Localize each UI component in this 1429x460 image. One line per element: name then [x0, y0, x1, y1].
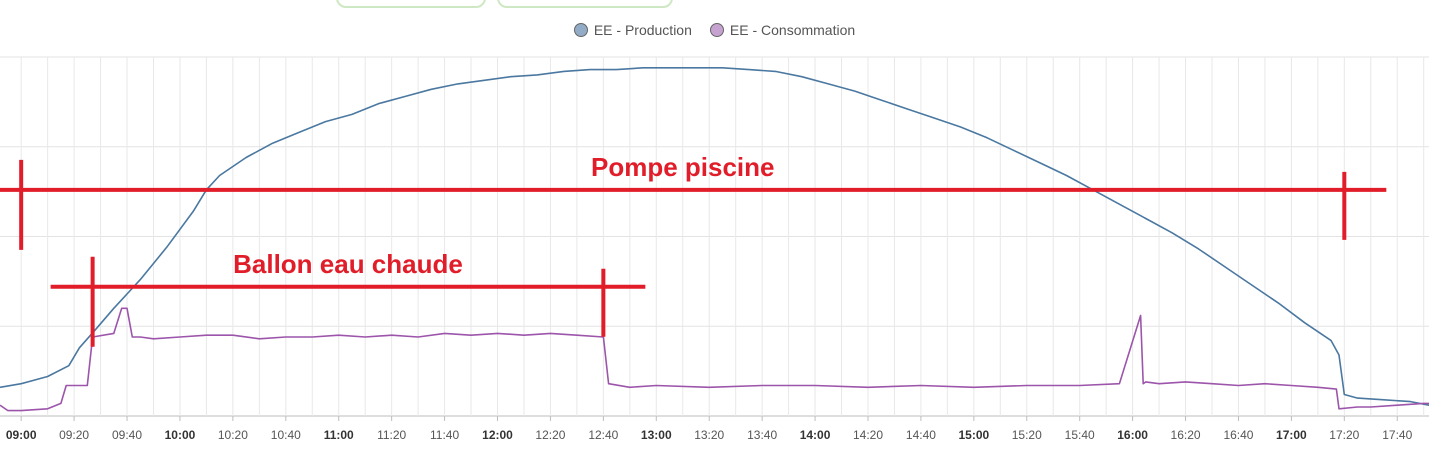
- chart-legend: EE - Production EE - Consommation: [0, 22, 1429, 38]
- annotation-layer: Pompe piscine Ballon eau chaude: [0, 152, 1387, 347]
- x-tick-label: 17:20: [1329, 428, 1359, 442]
- series-layer: [0, 67, 1429, 412]
- x-tick-label: 12:40: [588, 428, 618, 442]
- x-tick-label: 11:40: [430, 428, 459, 442]
- x-tick-label: 16:20: [1171, 428, 1201, 442]
- x-tick-label: 13:20: [694, 428, 724, 442]
- annotation-label-ballon-eau-chaude: Ballon eau chaude: [233, 249, 463, 279]
- x-tick-label: 15:20: [1012, 428, 1042, 442]
- x-tick-label: 17:00: [1276, 428, 1307, 442]
- x-tick-label: 15:00: [958, 428, 989, 442]
- x-tick-label: 10:40: [271, 428, 301, 442]
- x-tick-label: 13:40: [747, 428, 777, 442]
- x-tick-label: 12:00: [482, 428, 513, 442]
- x-axis-ticks: 09:00 09:20 09:40 10:00 10:20 10:40 11:00 11:20…: [6, 416, 1413, 442]
- legend-item-consommation[interactable]: EE - Consommation: [709, 22, 856, 38]
- x-tick-label: 10:20: [218, 428, 248, 442]
- legend-label-production: EE - Production: [593, 22, 692, 38]
- legend-swatch-consommation: [709, 23, 724, 37]
- series-line-production: [0, 67, 1429, 406]
- grid: [0, 56, 1429, 417]
- x-tick-label: 11:00: [324, 428, 354, 442]
- x-tick-label: 11:20: [377, 428, 406, 442]
- x-tick-label: 16:40: [1223, 428, 1253, 442]
- x-tick-label: 14:20: [853, 428, 883, 442]
- legend-swatch-production: [573, 23, 588, 37]
- annotation-label-pompe-piscine: Pompe piscine: [591, 152, 775, 182]
- legend-label-consommation: EE - Consommation: [729, 22, 856, 38]
- x-tick-label: 15:40: [1065, 428, 1095, 442]
- x-tick-label: 12:20: [535, 428, 565, 442]
- x-tick-label: 16:00: [1117, 428, 1148, 442]
- x-tick-label: 13:00: [641, 428, 672, 442]
- x-tick-label: 17:40: [1382, 428, 1412, 442]
- x-tick-label: 14:40: [906, 428, 936, 442]
- x-tick-label: 09:00: [6, 428, 37, 442]
- x-tick-label: 10:00: [165, 428, 196, 442]
- x-tick-label: 09:20: [59, 428, 89, 442]
- legend-item-production[interactable]: EE - Production: [573, 22, 692, 38]
- x-tick-label: 09:40: [112, 428, 142, 442]
- series-line-consommation: [0, 307, 1429, 412]
- x-tick-label: 14:00: [800, 428, 831, 442]
